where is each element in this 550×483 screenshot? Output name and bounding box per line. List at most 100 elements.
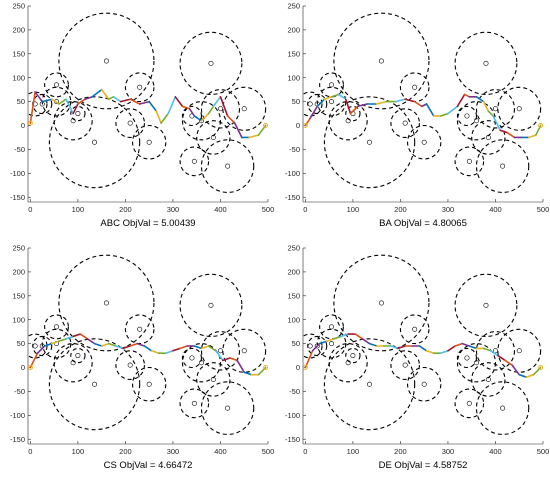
obstacle-center (483, 302, 489, 308)
path-segment (243, 371, 253, 376)
end-point (263, 123, 268, 129)
obstacle-center (314, 343, 320, 349)
obstacle-center (367, 139, 373, 145)
path-segment (138, 100, 150, 105)
obstacle-circle (390, 108, 420, 139)
path-segment (84, 96, 93, 101)
path-segment (492, 115, 502, 132)
subplot-3: -150 -100 -50 0 50 100 150 200 250 0 100 200 300 400 5… (285, 244, 549, 471)
obstacle-circle (303, 91, 323, 117)
obstacle-center (191, 158, 197, 164)
x-tick-label: 400 (214, 205, 227, 214)
path-segment (323, 96, 333, 101)
path-segment (148, 100, 158, 112)
path-segment (487, 110, 494, 117)
y-tick-label: 150 (12, 291, 25, 300)
path-segment (79, 333, 89, 340)
path-segment (207, 105, 215, 115)
x-tick-label: 100 (72, 205, 85, 214)
obstacle-center (307, 343, 313, 349)
path-segment (160, 112, 169, 124)
path-segment (174, 96, 184, 108)
path-segment (375, 100, 387, 105)
obstacle-circle (124, 314, 155, 345)
obstacle-circle (115, 108, 145, 139)
obstacle-center (241, 348, 247, 354)
y-tick-label: 200 (12, 268, 25, 277)
obstacle-center (217, 106, 223, 112)
path-segment (155, 110, 162, 124)
obstacle-circle (345, 347, 361, 364)
path-segment (354, 333, 364, 340)
path-segment (122, 345, 131, 350)
path-segment (421, 103, 428, 108)
end-point (263, 365, 268, 371)
obstacle-circle (200, 331, 241, 371)
path-segment (356, 103, 368, 108)
path-segment (499, 129, 509, 134)
obstacle-center (189, 355, 195, 361)
path-segment (368, 342, 378, 347)
path-segment (43, 342, 53, 347)
obstacle-circle (48, 96, 141, 189)
obstacle-circle (345, 105, 361, 122)
obstacle-circle (471, 120, 506, 155)
plot-area (28, 12, 268, 193)
y-tick-label: 150 (287, 49, 300, 58)
path-segment (425, 103, 435, 117)
path-segment (468, 345, 478, 350)
path-segment (390, 345, 399, 350)
path-segment (489, 349, 499, 357)
path-segment (129, 98, 141, 105)
y-tick-label: -100 (10, 169, 25, 178)
path-segment (506, 131, 516, 139)
path-segment (316, 98, 326, 108)
path-segment (330, 93, 340, 98)
y-tick-label: 200 (287, 268, 300, 277)
path-segment (233, 122, 243, 139)
y-tick-label: 100 (287, 73, 300, 82)
path-segment (107, 342, 117, 347)
path-segment (340, 333, 349, 338)
path-segment (344, 98, 352, 115)
path-segment (349, 105, 359, 115)
path-segment (200, 112, 210, 122)
obstacle-center (54, 324, 60, 330)
obstacle-center (464, 355, 470, 361)
y-tick-label: 0 (296, 121, 300, 130)
obstacle-center (70, 360, 76, 366)
obstacle-circle (53, 343, 93, 383)
path-segment (167, 96, 177, 115)
path-segment (143, 345, 153, 352)
path-segment (214, 349, 224, 362)
obstacle-center (421, 139, 427, 145)
obstacle-center (137, 84, 143, 90)
y-tick-label: 250 (12, 2, 25, 11)
x-tick-label: 100 (347, 447, 360, 456)
x-tick-label: 300 (442, 447, 455, 456)
obstacle-circle (399, 314, 430, 345)
obstacle-circle (44, 72, 69, 98)
obstacle-circle (222, 86, 267, 131)
path-segment (397, 345, 406, 350)
obstacle-circle (181, 343, 222, 383)
path-segment (447, 345, 456, 352)
path-segment (86, 338, 96, 345)
obstacle-center (516, 106, 522, 112)
start-point (303, 123, 308, 129)
obstacle-center (329, 341, 335, 347)
x-tick-label: 200 (394, 205, 407, 214)
path-segment (65, 98, 74, 115)
start-point (303, 365, 308, 371)
y-tick-label: -50 (289, 387, 300, 396)
obstacle-circle (53, 101, 93, 141)
obstacle-circle (28, 333, 48, 359)
x-tick-label: 300 (442, 205, 455, 214)
y-tick-label: 50 (17, 339, 25, 348)
obstacle-circle (132, 366, 167, 402)
obstacle-circle (179, 388, 210, 419)
obstacle-center (198, 360, 204, 366)
y-tick-label: 100 (12, 73, 25, 82)
end-point (538, 365, 543, 371)
obstacle-circle (200, 381, 255, 435)
